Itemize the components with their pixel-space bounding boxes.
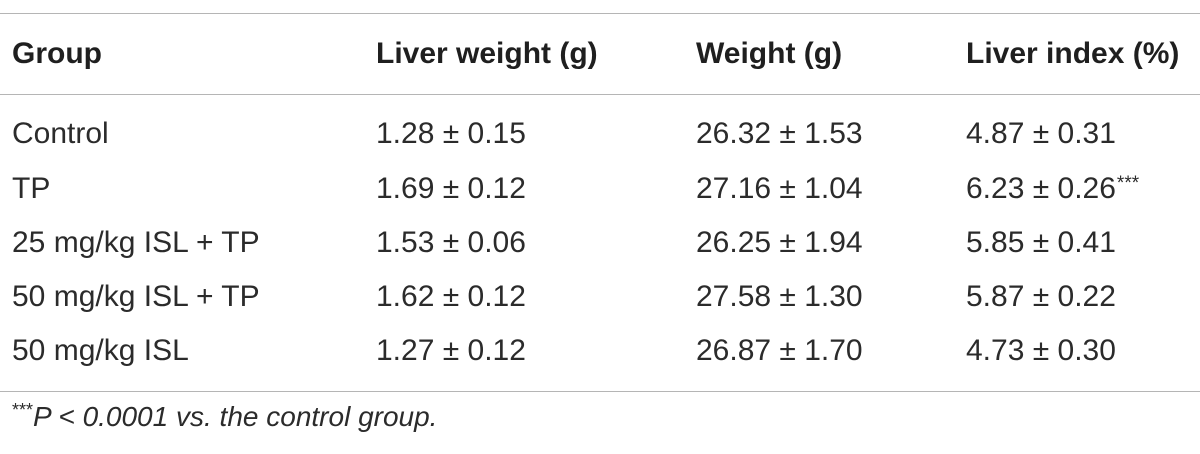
data-table: Group Liver weight (g) Weight (g) Liver … [0, 14, 1200, 378]
cell-liver-weight: 1.53 ± 0.06 [376, 226, 526, 259]
cell-weight: 27.16 ± 1.04 [696, 172, 863, 205]
cell-group: 25 mg/kg ISL + TP [12, 226, 260, 259]
cell-weight: 27.58 ± 1.30 [696, 280, 863, 313]
cell-weight: 26.25 ± 1.94 [696, 226, 863, 259]
cell-group: 50 mg/kg ISL [12, 334, 189, 367]
liver-index-value: 4.87 ± 0.31 [966, 117, 1116, 150]
cell-liver-weight: 1.69 ± 0.12 [376, 172, 526, 205]
column-header-liver-weight: Liver weight (g) [376, 37, 598, 70]
header-divider-rule [0, 94, 1200, 95]
table-row: 50 mg/kg ISL 1.27 ± 0.12 26.87 ± 1.70 4.… [0, 324, 1200, 378]
table-row: 25 mg/kg ISL + TP 1.53 ± 0.06 26.25 ± 1.… [0, 216, 1200, 270]
cell-group: TP [12, 172, 51, 205]
cell-weight: 26.87 ± 1.70 [696, 334, 863, 367]
column-header-group: Group [12, 37, 102, 70]
significance-marker: *** [1116, 173, 1140, 194]
column-header-liver-index: Liver index (%) [966, 37, 1180, 70]
cell-liver-index: 5.87 ± 0.22 [954, 270, 1200, 324]
column-header-weight: Weight (g) [696, 37, 843, 70]
cell-liver-weight: 1.62 ± 0.12 [376, 280, 526, 313]
footnote-marker: *** [12, 400, 34, 420]
table-header-row: Group Liver weight (g) Weight (g) Liver … [0, 14, 1200, 94]
table-row: Control 1.28 ± 0.15 26.32 ± 1.53 4.87 ± … [0, 94, 1200, 162]
table-row: 50 mg/kg ISL + TP 1.62 ± 0.12 27.58 ± 1.… [0, 270, 1200, 324]
table-footnote: ***P < 0.0001 vs. the control group. [12, 400, 437, 433]
cell-liver-weight: 1.28 ± 0.15 [376, 117, 526, 150]
table-bottom-rule [0, 391, 1200, 392]
cell-liver-index: 6.23 ± 0.26*** [954, 162, 1200, 216]
cell-group: Control [12, 117, 109, 150]
liver-index-value: 5.87 ± 0.22 [966, 280, 1116, 313]
footnote-text: P < 0.0001 vs. the control group. [33, 401, 438, 432]
cell-liver-index: 4.87 ± 0.31 [954, 94, 1200, 162]
liver-index-value: 6.23 ± 0.26 [966, 172, 1116, 205]
table-top-rule [0, 13, 1200, 14]
liver-index-value: 5.85 ± 0.41 [966, 226, 1116, 259]
cell-liver-index: 5.85 ± 0.41 [954, 216, 1200, 270]
liver-index-value: 4.73 ± 0.30 [966, 334, 1116, 367]
cell-weight: 26.32 ± 1.53 [696, 117, 863, 150]
cell-group: 50 mg/kg ISL + TP [12, 280, 260, 313]
table-row: TP 1.69 ± 0.12 27.16 ± 1.04 6.23 ± 0.26*… [0, 162, 1200, 216]
cell-liver-weight: 1.27 ± 0.12 [376, 334, 526, 367]
cell-liver-index: 4.73 ± 0.30 [954, 324, 1200, 378]
